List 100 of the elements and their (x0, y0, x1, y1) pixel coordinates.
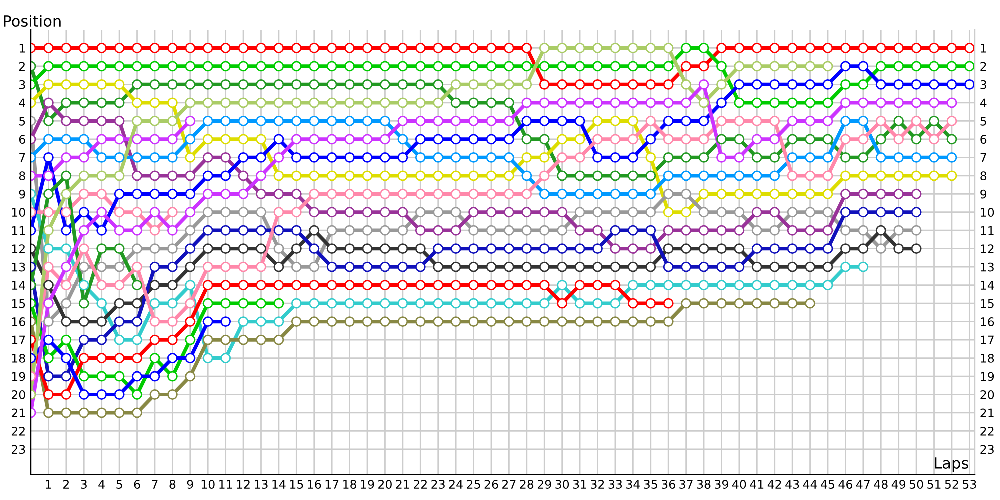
point (468, 152, 479, 163)
point (911, 43, 922, 54)
point (44, 98, 54, 108)
point (274, 280, 284, 291)
point (344, 116, 356, 126)
point (752, 134, 762, 145)
point (805, 98, 816, 108)
point (592, 152, 603, 163)
point (44, 371, 54, 382)
point (681, 61, 692, 72)
point (415, 207, 426, 218)
point (132, 371, 142, 382)
x-tick-label: 49 (892, 480, 906, 489)
point (150, 116, 160, 126)
point (238, 188, 249, 200)
point (150, 134, 160, 145)
point (787, 98, 798, 108)
point (238, 280, 249, 291)
point (344, 316, 356, 328)
y2-tick-label: 5 (980, 117, 986, 126)
point (752, 116, 762, 126)
point (840, 43, 851, 54)
point (274, 244, 284, 254)
point (362, 80, 373, 90)
point (574, 225, 586, 236)
point (96, 298, 108, 309)
point (522, 316, 532, 328)
point (628, 316, 638, 328)
point (486, 244, 497, 254)
point (114, 334, 125, 346)
point (504, 262, 514, 272)
point (398, 43, 408, 54)
point (96, 280, 108, 291)
point (522, 207, 532, 218)
point (185, 371, 196, 382)
point (592, 170, 603, 182)
point (486, 134, 497, 145)
point (96, 152, 108, 163)
point (734, 207, 745, 218)
point (663, 43, 674, 54)
point (805, 244, 816, 254)
y-tick-label: 9 (19, 190, 26, 199)
point (770, 280, 780, 291)
point (326, 80, 338, 90)
point (274, 262, 284, 272)
point (415, 152, 426, 163)
point (450, 262, 462, 272)
point (114, 353, 125, 364)
point (911, 188, 922, 200)
x-tick-label: 6 (134, 480, 140, 489)
point (220, 134, 232, 145)
point (362, 116, 373, 126)
point (150, 353, 160, 364)
point (398, 225, 408, 236)
point (256, 80, 266, 90)
point (716, 80, 727, 90)
point (522, 80, 532, 90)
point (592, 207, 603, 218)
point (557, 116, 568, 126)
point (787, 134, 798, 145)
point (220, 152, 232, 163)
point (663, 98, 674, 108)
point (380, 298, 390, 309)
point (78, 207, 90, 218)
y-tick-label: 20 (12, 390, 26, 400)
point (698, 61, 710, 72)
point (858, 61, 869, 72)
x-tick-label: 36 (662, 480, 676, 489)
x-tick-label: 46 (838, 480, 852, 489)
y-tick-label: 16 (12, 318, 26, 326)
point (326, 316, 338, 328)
point (698, 152, 710, 163)
y-tick-label: 12 (12, 244, 25, 254)
y2-tick-label: 8 (980, 172, 987, 181)
point (185, 116, 196, 126)
x-tick-label: 29 (538, 480, 552, 489)
point (291, 244, 302, 254)
point (504, 152, 514, 163)
point (486, 280, 497, 291)
point (415, 61, 426, 72)
point (344, 152, 356, 163)
x-tick-label: 25 (467, 480, 480, 489)
point (96, 80, 108, 90)
point (822, 43, 834, 54)
point (822, 134, 834, 145)
x-tick-label: 11 (220, 480, 232, 489)
point (539, 80, 550, 90)
point (822, 225, 834, 236)
point (380, 98, 390, 108)
point (238, 61, 249, 72)
point (61, 371, 72, 382)
point (646, 134, 656, 145)
point (398, 280, 408, 291)
point (78, 80, 90, 90)
point (805, 116, 816, 126)
point (220, 207, 232, 218)
point (202, 61, 214, 72)
x-tick-label: 27 (502, 480, 516, 489)
point (876, 61, 886, 72)
point (574, 244, 586, 254)
